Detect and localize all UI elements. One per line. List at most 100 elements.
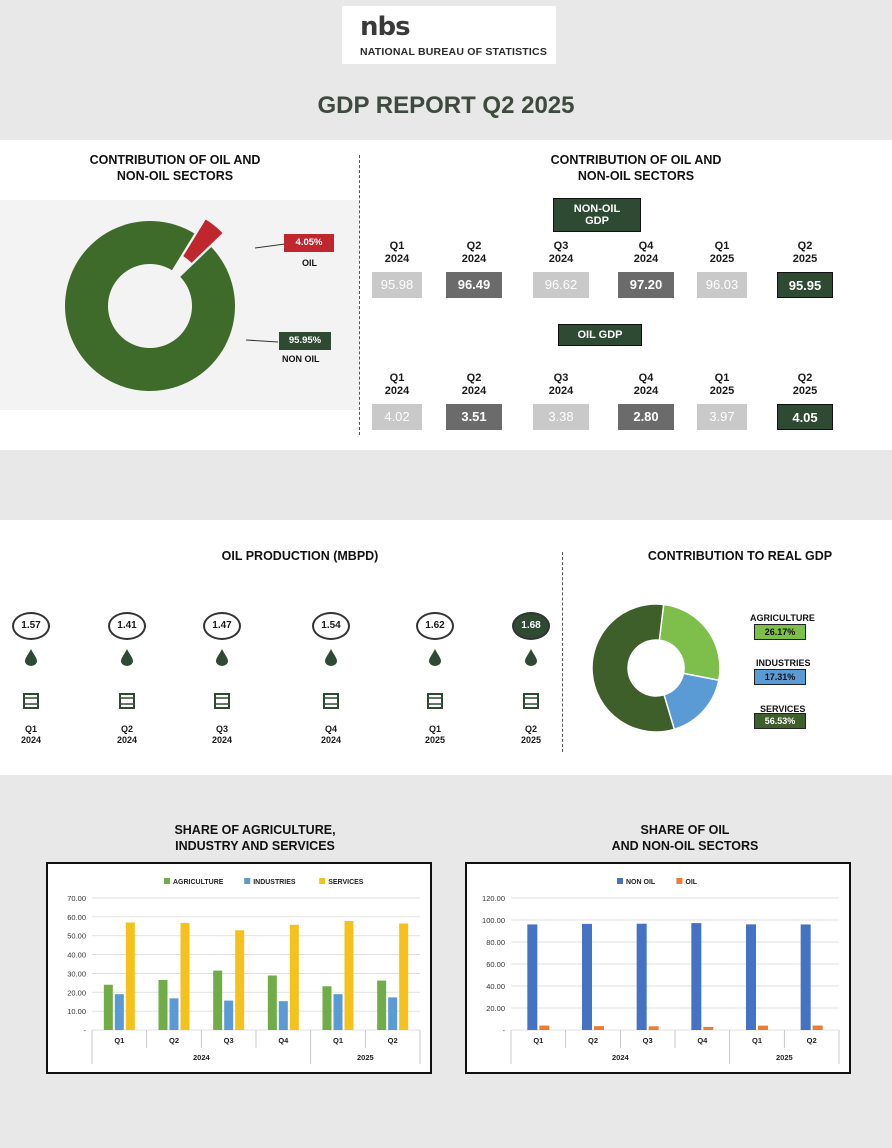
- oil-production-value: 1.54: [312, 612, 350, 640]
- oil-droplet-icon: [525, 649, 537, 666]
- legend-swatch: [244, 878, 251, 884]
- oil-barrel-icon: [323, 693, 339, 709]
- oil-production-quarter: Q1 2024: [11, 724, 51, 746]
- quarter-q: Q2: [797, 240, 813, 252]
- share-ais-title-line1: SHARE OF AGRICULTURE,: [174, 823, 336, 837]
- donut-slice-services: [591, 603, 676, 733]
- quarter-q: Q4: [638, 240, 654, 252]
- bar-non-oil: [746, 924, 756, 1030]
- oil-production-quarter: Q1 2025: [415, 724, 455, 746]
- share-ais-svg: - 10.00 20.00 30.00 40.00 50.00 60.00 70.00 AGRI…: [67, 878, 421, 1064]
- x-group-label: 2024: [612, 1053, 630, 1062]
- middle-panel: [0, 520, 892, 775]
- quarter-year: 2024: [384, 253, 410, 265]
- x-group-label: 2024: [193, 1053, 211, 1062]
- quarter-year: 2024: [211, 735, 233, 745]
- quarter-q: Q1: [714, 240, 730, 252]
- quarter-year: 2024: [633, 253, 659, 265]
- quarter-q: Q4: [324, 724, 337, 734]
- quarter-q: Q3: [553, 372, 569, 384]
- oil-production-value: 1.68: [512, 612, 550, 640]
- oil-production-quarter: Q4 2024: [311, 724, 351, 746]
- nonoil-quarter-label: Q3 2024: [536, 240, 586, 266]
- bar-services: [399, 923, 409, 1030]
- bar-oil: [539, 1025, 550, 1030]
- share-oil-chart: - 20.00 40.00 60.00 80.00 100.00 120.00 NON OIL…: [465, 862, 851, 1074]
- services-label: SERVICES: [760, 704, 806, 714]
- quarter-year: 2024: [461, 385, 487, 397]
- bar-industries: [333, 994, 343, 1030]
- oil-production-quarter: Q3 2024: [202, 724, 242, 746]
- logo-name: NATIONAL BUREAU OF STATISTICS: [360, 46, 548, 58]
- y-tick-label: 20.00: [486, 1004, 505, 1013]
- quarter-q: Q1: [389, 372, 405, 384]
- bar-non-oil: [691, 923, 702, 1030]
- bar-oil: [703, 1026, 714, 1030]
- legend-swatch: [676, 878, 683, 884]
- bar-agriculture: [322, 986, 332, 1030]
- quarter-year: 2024: [116, 735, 138, 745]
- services-pct: 56.53%: [754, 713, 806, 729]
- nonoil-quarter-label: Q1 2025: [697, 240, 747, 266]
- share-ais-title-line2: INDUSTRY AND SERVICES: [175, 839, 335, 853]
- legend-label: AGRICULTURE: [173, 879, 224, 886]
- quarter-q: Q2: [466, 240, 482, 252]
- bar-agriculture: [213, 970, 223, 1030]
- oil-barrel-icon: [214, 693, 230, 709]
- quarter-year: 2025: [520, 735, 542, 745]
- oil-barrel-icon: [427, 693, 443, 709]
- quarter-q: Q1: [428, 724, 441, 734]
- nonoil-quarter-label: Q2 2024: [449, 240, 499, 266]
- quarter-q: Q4: [638, 372, 654, 384]
- y-tick-label: -: [84, 1026, 87, 1035]
- oil-quarter-label: Q1 2025: [697, 372, 747, 398]
- bar-services: [235, 930, 245, 1030]
- nbs-logo: nbs NATIONAL BUREAU OF STATISTICS: [342, 6, 556, 64]
- donut-slice-oil: [183, 219, 223, 263]
- right-top-title: CONTRIBUTION OF OIL AND NON-OIL SECTORS: [500, 152, 772, 184]
- left-top-title-line1: CONTRIBUTION OF OIL AND: [89, 153, 261, 167]
- industries-pct: 17.31%: [754, 669, 806, 685]
- bar-industries: [388, 997, 398, 1030]
- bar-oil: [812, 1025, 823, 1030]
- quarter-q: Q2: [524, 724, 537, 734]
- quarter-year: 2024: [548, 253, 574, 265]
- quarter-year: 2025: [792, 385, 818, 397]
- y-tick-label: 30.00: [67, 969, 86, 978]
- oil-production-value: 1.47: [203, 612, 241, 640]
- x-tick-label: Q4: [697, 1036, 708, 1045]
- oil-production-title: OIL PRODUCTION (MBPD): [221, 549, 379, 563]
- share-ais-chart: - 10.00 20.00 30.00 40.00 50.00 60.00 70.00 AGRI…: [46, 862, 432, 1074]
- oil-quarter-label: Q3 2024: [536, 372, 586, 398]
- nonoil-value-box: 95.98: [372, 272, 422, 298]
- agriculture-pct: 26.17%: [754, 624, 806, 640]
- oil-nonoil-donut: [0, 200, 359, 410]
- top-divider: [359, 155, 360, 435]
- oil-droplet-icon: [325, 649, 337, 666]
- bar-industries: [169, 998, 179, 1030]
- x-tick-label: Q3: [224, 1036, 234, 1045]
- legend-swatch: [164, 878, 170, 884]
- oil-barrel-icon: [23, 693, 39, 709]
- oil-value-box: 2.80: [618, 404, 674, 430]
- oil-value-box: 3.97: [697, 404, 747, 430]
- legend-label: SERVICES: [328, 879, 364, 886]
- x-tick-label: Q2: [388, 1036, 398, 1045]
- share-oil-svg: - 20.00 40.00 60.00 80.00 100.00 120.00 NON OIL…: [482, 878, 840, 1064]
- quarter-year: 2025: [709, 253, 735, 265]
- bar-non-oil: [800, 924, 811, 1030]
- bar-non-oil: [527, 924, 538, 1030]
- quarter-year: 2024: [20, 735, 42, 745]
- y-tick-label: -: [503, 1026, 506, 1035]
- oil-production-value: 1.41: [108, 612, 146, 640]
- oil-quarter-label: Q4 2024: [621, 372, 671, 398]
- share-oil-title: SHARE OF OIL AND NON-OIL SECTORS: [540, 822, 830, 854]
- oil-barrel-icon: [523, 693, 539, 709]
- nonoil-pct-badge: 95.95%: [279, 332, 331, 350]
- right-top-title-line1: CONTRIBUTION OF OIL AND: [550, 153, 722, 167]
- quarter-year: 2025: [792, 253, 818, 265]
- bar-services: [125, 922, 135, 1030]
- quarter-year: 2025: [709, 385, 735, 397]
- quarter-year: 2024: [320, 735, 342, 745]
- bar-non-oil: [636, 923, 647, 1030]
